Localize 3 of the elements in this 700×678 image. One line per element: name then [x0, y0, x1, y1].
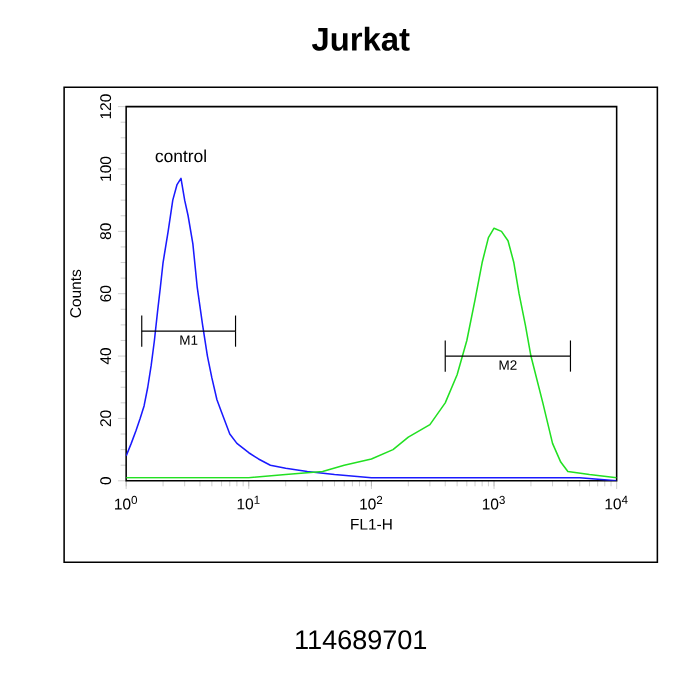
text: 114689701	[296, 629, 427, 650]
chart-title: Jurkat	[311, 26, 410, 51]
series-label: control	[155, 149, 206, 162]
